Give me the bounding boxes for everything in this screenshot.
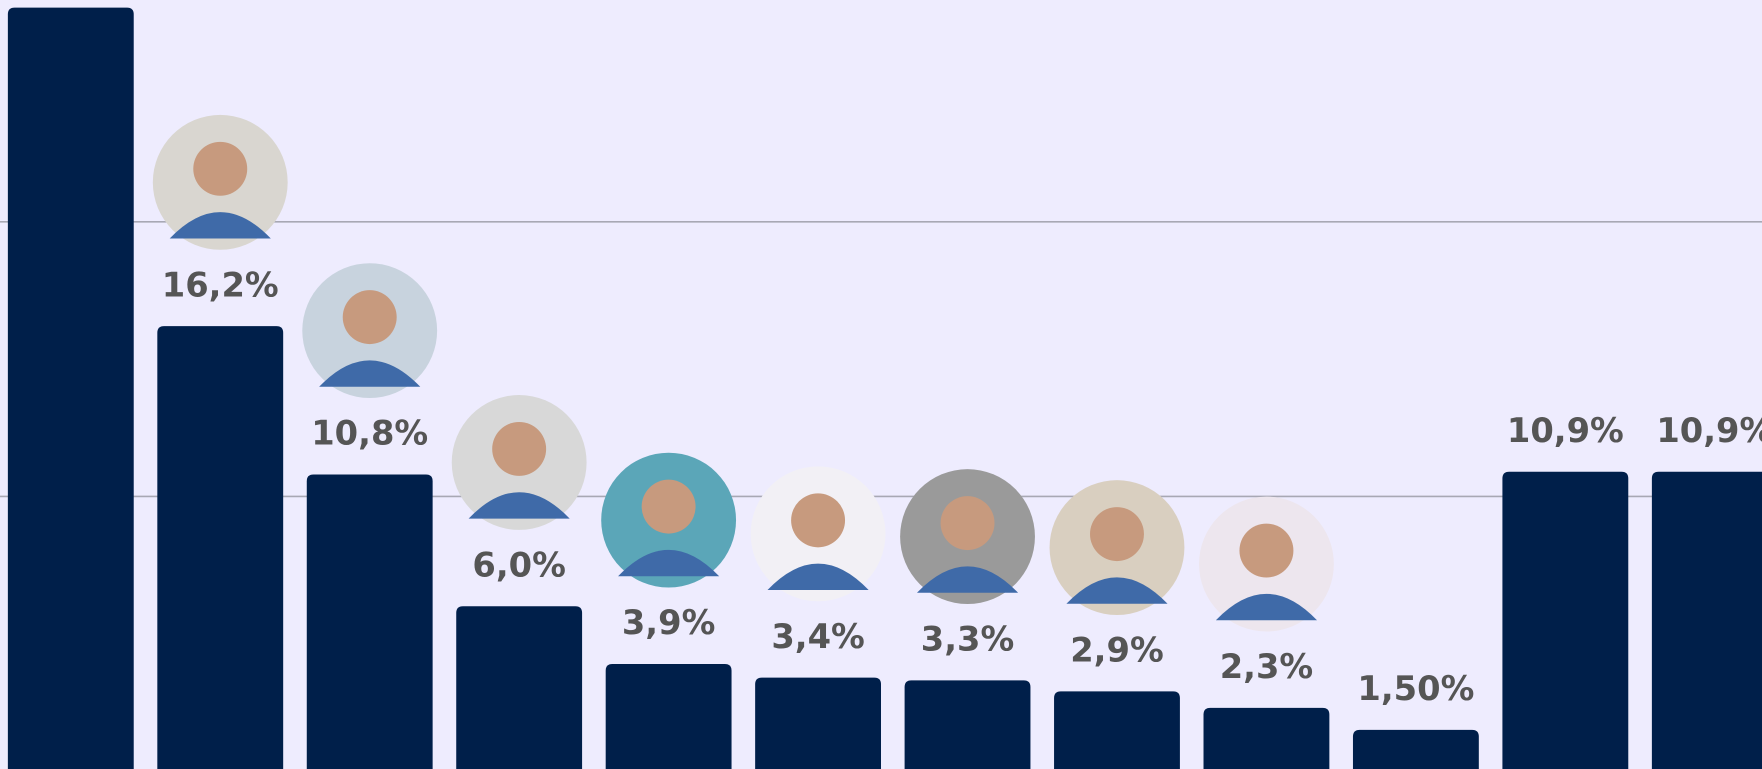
photo-shoulders <box>916 566 1019 593</box>
value-label: 3,3% <box>921 620 1014 659</box>
bar <box>306 474 433 769</box>
photo-shoulders <box>618 549 720 577</box>
photo-head <box>791 493 846 548</box>
photo-head <box>641 479 696 534</box>
value-label: 10,8% <box>311 414 428 453</box>
value-label: 2,3% <box>1220 647 1313 686</box>
bar <box>755 677 881 769</box>
bar <box>157 326 284 769</box>
photo-head <box>193 141 248 196</box>
bar <box>904 680 1031 769</box>
photo-shoulders <box>319 360 421 387</box>
value-label: 10,9% <box>1507 411 1624 450</box>
bar <box>1352 729 1479 769</box>
value-label: 3,9% <box>622 603 715 642</box>
bar <box>7 7 134 769</box>
value-label: 10,9% <box>1656 411 1762 450</box>
value-label: 2,9% <box>1070 631 1163 670</box>
photo-head <box>1090 507 1144 562</box>
value-label: 6,0% <box>472 545 565 584</box>
photo-shoulders <box>1215 593 1318 621</box>
value-label: 1,50% <box>1357 669 1474 708</box>
bar <box>1502 471 1629 769</box>
value-label: 3,4% <box>771 617 864 656</box>
photo-head <box>1239 523 1294 578</box>
photo-head <box>342 290 397 345</box>
value-label: 16,2% <box>162 265 279 304</box>
bar <box>605 663 732 769</box>
photo-head <box>940 496 995 551</box>
photo-shoulders <box>468 492 570 519</box>
photo-shoulders <box>1066 577 1168 604</box>
bar <box>1651 471 1762 769</box>
bar <box>456 606 583 769</box>
photo-head <box>492 421 547 476</box>
photo-shoulders <box>169 212 271 239</box>
bar <box>1203 707 1330 769</box>
photo-shoulders <box>767 563 869 591</box>
bar <box>1054 691 1180 769</box>
